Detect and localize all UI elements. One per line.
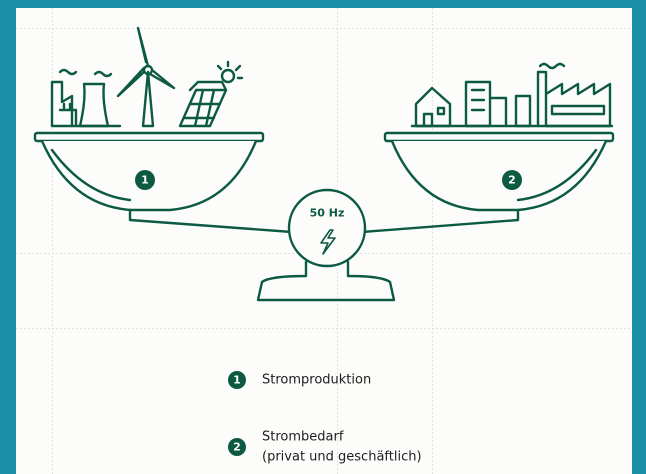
legend-label: (privat und geschäftlich) bbox=[262, 450, 422, 465]
legend-label: Stromproduktion bbox=[262, 373, 371, 388]
legend-badge-label: 2 bbox=[233, 441, 241, 454]
legend-label: Strombedarf bbox=[262, 430, 344, 445]
legend-badge-label: 1 bbox=[233, 374, 241, 387]
badge-label: 2 bbox=[508, 174, 516, 187]
diagram: 1 2 50 Hz 1 Stromproduktion 2 Strombedarf (p… bbox=[0, 0, 646, 474]
badge-label: 1 bbox=[141, 174, 149, 187]
frequency-label: 50 Hz bbox=[310, 207, 345, 220]
